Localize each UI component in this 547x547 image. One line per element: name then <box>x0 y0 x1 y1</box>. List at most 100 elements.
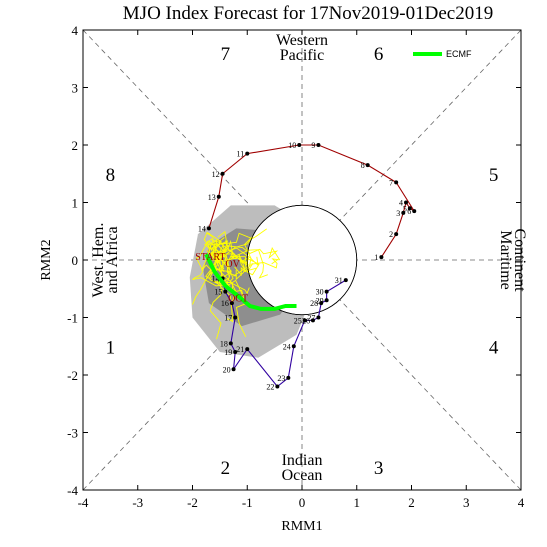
day-marker <box>316 315 321 320</box>
day-label: 14 <box>198 224 206 233</box>
day-marker <box>310 318 315 323</box>
day-label: 22 <box>266 383 274 392</box>
period-label: OCT <box>228 293 248 304</box>
day-label: 11 <box>237 150 245 159</box>
y-tick-label: 3 <box>72 81 79 96</box>
day-label: 2 <box>389 230 393 239</box>
day-marker <box>379 255 384 260</box>
day-label: 5 <box>403 204 407 213</box>
day-marker <box>245 151 250 156</box>
day-marker <box>297 143 302 147</box>
phase-number: 3 <box>374 458 384 479</box>
day-label: 9 <box>311 141 315 150</box>
x-tick-label: -3 <box>132 495 143 510</box>
region-label-bottom: Indian <box>282 452 323 469</box>
day-marker <box>394 180 399 185</box>
region-label-top: Pacific <box>280 47 324 64</box>
chart-title: MJO Index Forecast for 17Nov2019-01Dec20… <box>123 3 493 24</box>
day-marker <box>228 341 233 346</box>
x-tick-label: -1 <box>242 495 253 510</box>
y-tick-label: -3 <box>67 426 78 441</box>
day-marker <box>394 232 399 237</box>
day-marker <box>404 200 409 205</box>
region-label-right: Continent <box>511 228 528 292</box>
phase-number: 5 <box>489 165 499 186</box>
region-label-right: Maritime <box>497 230 514 290</box>
day-label: 24 <box>283 342 291 351</box>
y-tick-label: -1 <box>67 311 78 326</box>
day-marker <box>319 301 324 306</box>
day-label: 7 <box>389 178 393 187</box>
day-marker <box>231 367 236 372</box>
day-marker <box>324 289 329 294</box>
day-label: 21 <box>236 345 244 354</box>
day-label: 30 <box>316 288 324 297</box>
period-label: START <box>195 252 225 263</box>
day-marker <box>407 206 412 211</box>
ensemble-spread <box>189 204 358 358</box>
day-label: 27 <box>307 314 315 323</box>
day-marker <box>275 384 280 389</box>
day-label: 10 <box>288 141 296 150</box>
day-marker <box>324 298 329 303</box>
day-marker <box>220 171 225 176</box>
day-marker <box>286 375 291 380</box>
day-label: 20 <box>223 365 231 374</box>
x-tick-label: 4 <box>518 495 525 510</box>
x-tick-label: -2 <box>187 495 198 510</box>
day-marker <box>291 344 296 349</box>
phase-number: 4 <box>489 337 499 358</box>
legend: ECMF <box>413 49 472 59</box>
day-label: 3 <box>396 209 400 218</box>
region-label-bottom: Ocean <box>282 467 323 484</box>
region-label-top: Western <box>276 32 328 49</box>
phase-number: 1 <box>106 337 116 358</box>
region-label-left: West. Hem. <box>90 223 107 298</box>
y-tick-label: -2 <box>67 368 78 383</box>
day-marker <box>233 350 238 354</box>
day-label: 26 <box>302 316 310 325</box>
ensemble-member-line <box>201 239 223 340</box>
ensemble-member-line <box>192 248 229 305</box>
day-label: 6 <box>407 207 411 216</box>
day-marker <box>365 163 370 168</box>
y-tick-label: 2 <box>72 138 79 153</box>
day-label: 14 <box>212 274 220 283</box>
x-tick-label: 2 <box>408 495 415 510</box>
day-label: 15 <box>214 288 222 297</box>
y-tick-label: 4 <box>72 23 79 38</box>
unit-circle <box>246 204 358 316</box>
ensemble-member-line <box>217 239 247 281</box>
day-label: 16 <box>221 299 229 308</box>
y-tick-label: 1 <box>72 196 79 211</box>
x-axis-label: RMM1 <box>281 519 322 534</box>
day-label: 8 <box>361 161 365 170</box>
y-tick-label: 0 <box>72 253 79 268</box>
day-label: 23 <box>277 374 285 383</box>
day-marker <box>233 315 238 320</box>
phase-number: 7 <box>221 44 231 65</box>
ecmf-series-line <box>204 253 297 311</box>
ensemble-member-line <box>221 243 247 338</box>
period-label: OV <box>225 259 240 270</box>
day-marker <box>401 210 406 215</box>
day-label: 13 <box>208 193 216 202</box>
legend-entry: ECMF <box>446 49 472 59</box>
day-marker <box>206 226 211 231</box>
day-label: 17 <box>224 314 232 323</box>
day-label: 31 <box>335 276 343 285</box>
secondary-circle <box>246 204 358 316</box>
day-marker <box>343 278 348 283</box>
day-label: 19 <box>224 348 232 357</box>
day-marker <box>223 289 228 294</box>
day-label: 28 <box>310 299 318 308</box>
y-axis-label: RMM2 <box>39 239 54 280</box>
x-tick-label: 0 <box>299 495 306 510</box>
day-label: 29 <box>316 296 324 305</box>
x-tick-label: 3 <box>463 495 470 510</box>
phase-number: 2 <box>221 458 231 479</box>
phase-number: 6 <box>374 44 384 65</box>
